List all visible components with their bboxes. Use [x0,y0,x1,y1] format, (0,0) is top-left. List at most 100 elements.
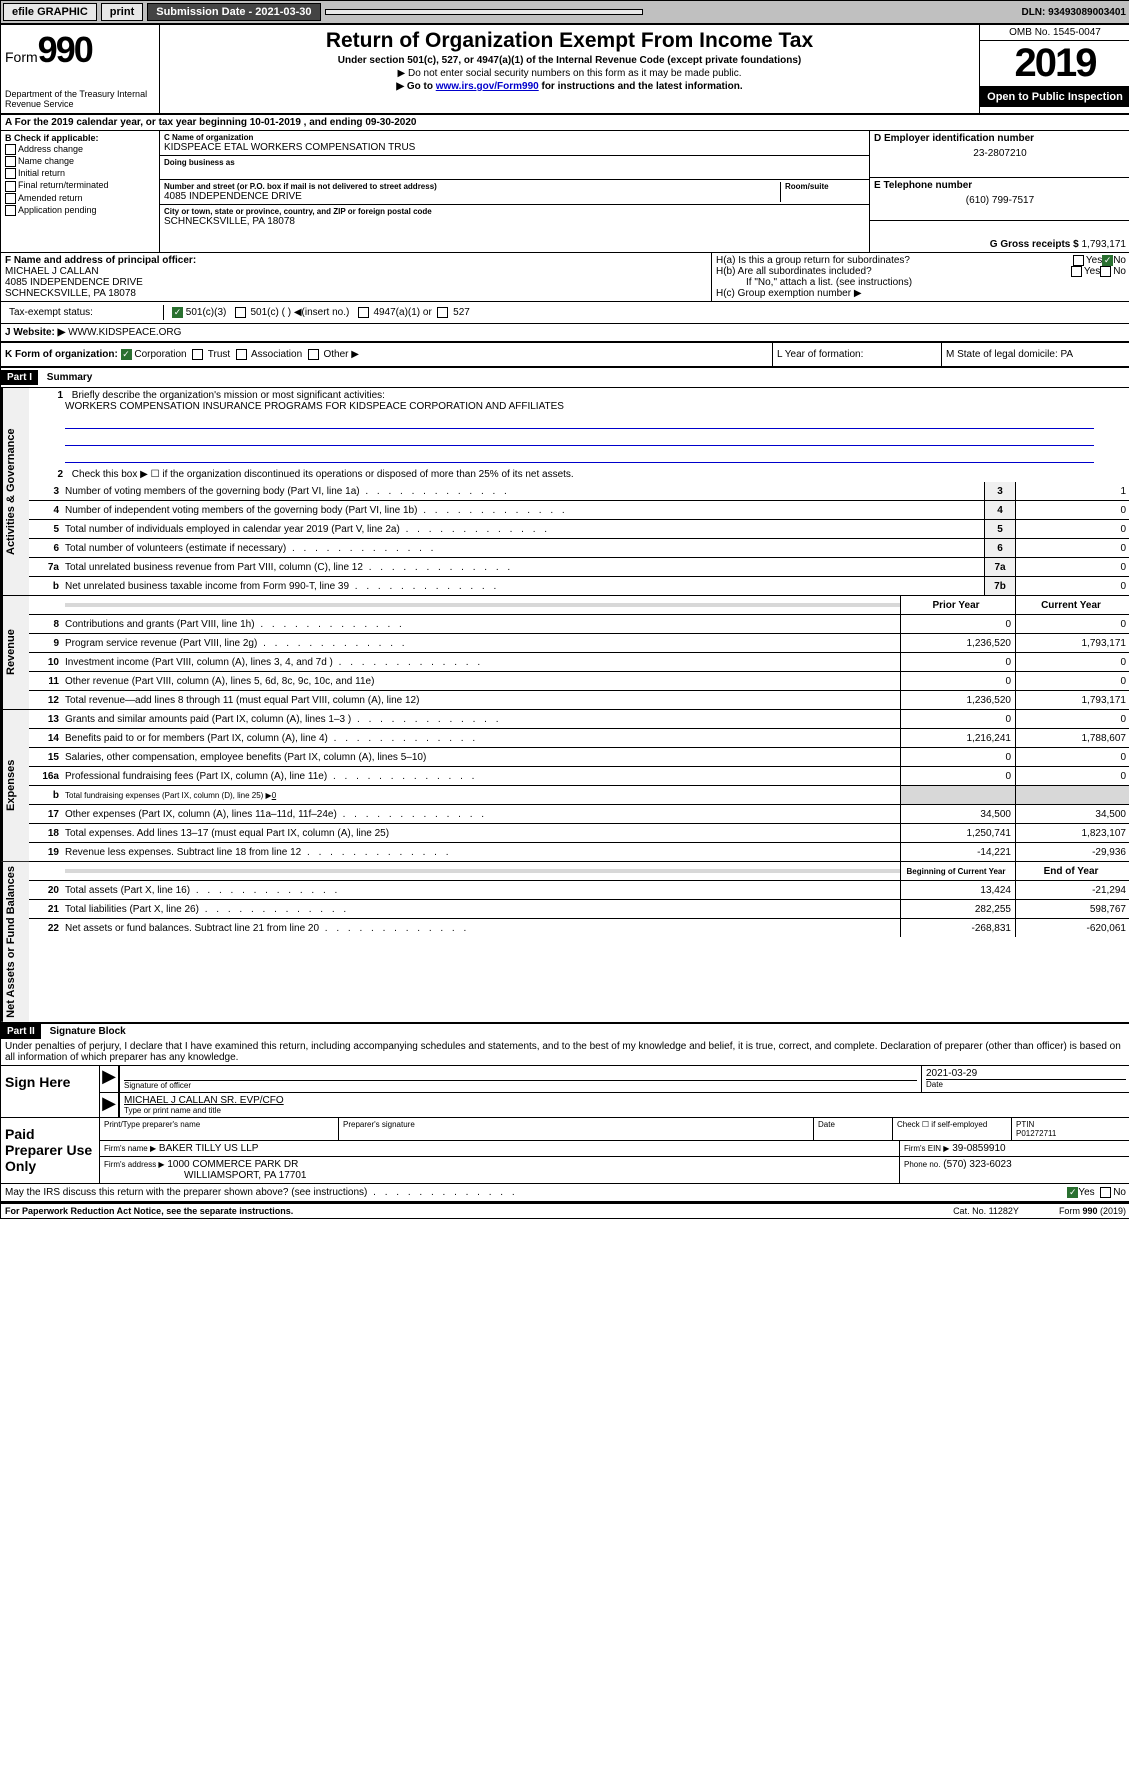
k-trust-cb[interactable] [192,349,203,360]
ein-label: D Employer identification number [874,133,1126,144]
k-assoc: Association [251,349,302,360]
ha-no-cb[interactable]: ✓ [1102,255,1113,266]
website-row: J Website: ▶ WWW.KIDSPEACE.ORG [1,324,1129,343]
c9: 1,793,171 [1015,634,1129,652]
hb-no-cb[interactable] [1100,266,1111,277]
ha-yes-label: Yes [1086,255,1102,266]
submission-date-label: Submission Date - 2021-03-30 [147,3,320,21]
instr2-post: for instructions and the latest informat… [539,81,743,92]
officer-name: MICHAEL J CALLAN [5,266,707,277]
cb-label-4: Amended return [18,193,83,203]
side-revenue: Revenue [1,596,29,709]
ha-yes-cb[interactable] [1073,255,1084,266]
irs-yes-cb[interactable]: ✓ [1067,1187,1078,1198]
side-expenses: Expenses [1,710,29,861]
prep-phone: (570) 323-6023 [943,1159,1011,1170]
print-button[interactable]: print [101,3,143,21]
cb-label-5: Application pending [18,205,97,215]
activities-governance-block: Activities & Governance 1 Briefly descri… [1,388,1129,596]
line-k: K Form of organization: ✓ Corporation Tr… [1,343,773,366]
addr-label: Number and street (or P.O. box if mail i… [164,182,776,191]
main-title: Return of Organization Exempt From Incom… [164,29,975,53]
box-b: B Check if applicable: Address change Na… [1,131,160,252]
501c3-label: 501(c)(3) [186,307,227,318]
p15: 0 [900,748,1015,766]
4947-cb[interactable] [358,307,369,318]
v3: 1 [1016,482,1129,500]
v7a: 0 [1016,558,1129,576]
l16b-pre: Total fundraising expenses (Part IX, col… [65,791,272,800]
sign-arrow-icon-2: ▶ [100,1093,120,1117]
c17: 34,500 [1015,805,1129,823]
p14: 1,216,241 [900,729,1015,747]
cat-no: Cat. No. 11282Y [953,1206,1019,1216]
v4: 0 [1016,501,1129,519]
cb-amended[interactable]: Amended return [5,193,155,204]
cb-name-change[interactable]: Name change [5,156,155,167]
part-1-header-row: Part I Summary [1,368,1129,388]
part-2-num: Part II [1,1024,41,1039]
501c-label: 501(c) ( ) ◀(insert no.) [250,307,349,318]
k-corp: Corporation [134,349,186,360]
hb-no-label: No [1113,266,1126,277]
firm-addr1: 1000 COMMERCE PARK DR [167,1159,298,1170]
hb-yes-cb[interactable] [1071,266,1082,277]
c16a: 0 [1015,767,1129,785]
cb-label-0: Address change [18,144,83,154]
c12: 1,793,171 [1015,691,1129,709]
may-irs-text: May the IRS discuss this return with the… [5,1187,1067,1198]
cb-final-return[interactable]: Final return/terminated [5,180,155,191]
mission-text: WORKERS COMPENSATION INSURANCE PROGRAMS … [33,401,1126,412]
c11: 0 [1015,672,1129,690]
efile-button[interactable]: efile GRAPHIC [3,3,97,21]
c21: 598,767 [1015,900,1129,918]
subtitle: Under section 501(c), 527, or 4947(a)(1)… [164,55,975,66]
cb-initial-return[interactable]: Initial return [5,168,155,179]
l17: Other expenses (Part IX, column (A), lin… [65,807,900,822]
date-label: Date [926,1079,1126,1089]
cb-address-change[interactable]: Address change [5,144,155,155]
hdr-end: End of Year [1015,862,1129,880]
l7b: Net unrelated business taxable income fr… [65,579,984,594]
header-left: Form990 Department of the Treasury Inter… [1,25,160,113]
p17: 34,500 [900,805,1015,823]
ag-content: 1 Briefly describe the organization's mi… [29,388,1129,595]
irs-yes: Yes [1078,1187,1094,1198]
501c-cb[interactable] [235,307,246,318]
527-label: 527 [453,307,470,318]
box-c: C Name of organization KIDSPEACE ETAL WO… [160,131,869,252]
l18: Total expenses. Add lines 13–17 (must eq… [65,826,900,841]
l4: Number of independent voting members of … [65,503,984,518]
dba-label: Doing business as [164,158,865,167]
irs-link[interactable]: www.irs.gov/Form990 [436,81,539,92]
sign-here-content: ▶ Signature of officer 2021-03-29 Date ▶… [100,1066,1129,1117]
city-state-zip: SCHNECKSVILLE, PA 18078 [164,216,865,227]
527-cb[interactable] [437,307,448,318]
na-content: Beginning of Current YearEnd of Year 20T… [29,862,1129,1022]
k-trust: Trust [208,349,230,360]
firm-ein-label: Firm's EIN ▶ [904,1144,949,1153]
p16a: 0 [900,767,1015,785]
irs-no-cb[interactable] [1100,1187,1111,1198]
501c3-cb[interactable]: ✓ [172,307,183,318]
c10: 0 [1015,653,1129,671]
ptin-value: P01272711 [1016,1129,1126,1138]
box-f: F Name and address of principal officer:… [1,253,712,301]
form-header: Form990 Department of the Treasury Inter… [1,25,1129,115]
l21: Total liabilities (Part X, line 26) [65,902,900,917]
p20: 13,424 [900,881,1015,899]
k-corp-cb[interactable]: ✓ [121,349,132,360]
side-activities: Activities & Governance [1,388,29,595]
k-other-cb[interactable] [308,349,319,360]
tax-exempt-row: Tax-exempt status: ✓ 501(c)(3) 501(c) ( … [1,302,1129,324]
line-a: A For the 2019 calendar year, or tax yea… [1,115,1129,131]
street-address: 4085 INDEPENDENCE DRIVE [164,191,776,202]
tax-year: 2019 [980,41,1129,87]
cb-application[interactable]: Application pending [5,205,155,216]
4947-label: 4947(a)(1) or [373,307,431,318]
cb-label-1: Name change [18,156,74,166]
k-assoc-cb[interactable] [236,349,247,360]
instruction-1: ▶ Do not enter social security numbers o… [164,68,975,79]
org-name: KIDSPEACE ETAL WORKERS COMPENSATION TRUS [164,142,865,153]
part-2-header-row: Part II Signature Block [1,1024,1129,1039]
